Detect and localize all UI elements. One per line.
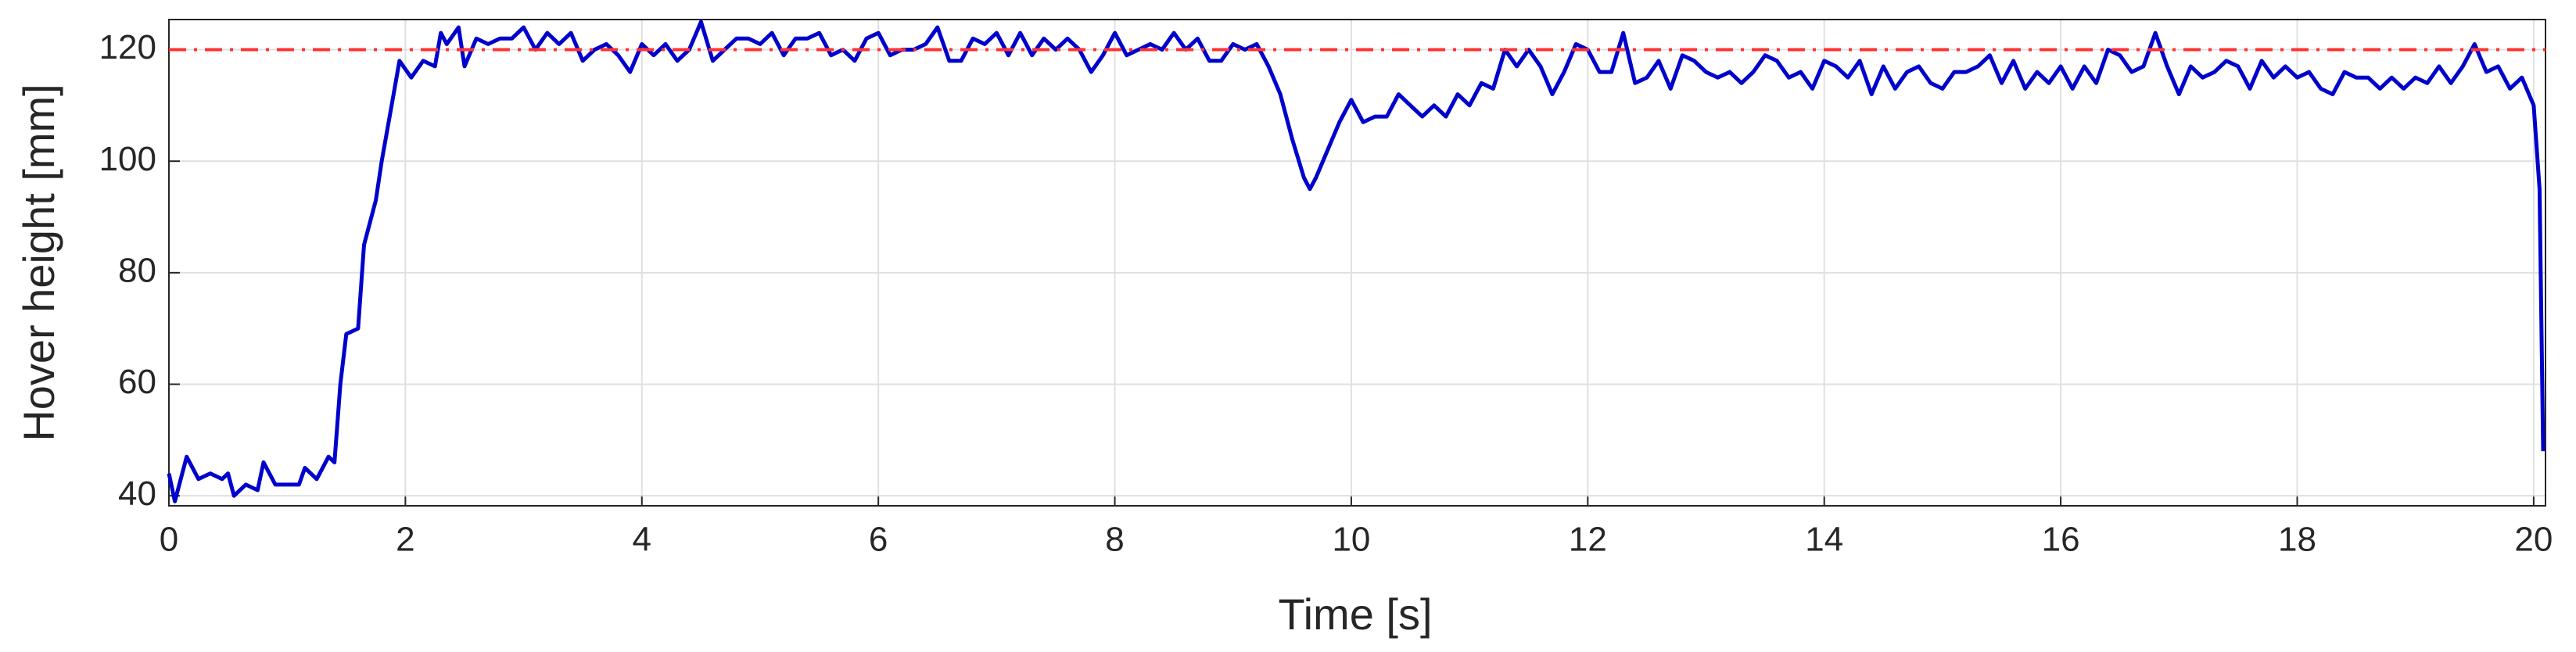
x-tick-label: 20	[2514, 521, 2553, 559]
x-tick-label: 10	[1332, 521, 1370, 559]
plot-frame	[168, 19, 2546, 507]
y-axis-label: Hover height [mm]	[14, 84, 63, 442]
y-tick-label: 60	[118, 363, 156, 401]
x-tick-label: 14	[1805, 521, 1843, 559]
x-tick-label: 8	[1105, 521, 1124, 559]
x-tick-label: 0	[160, 521, 178, 559]
x-tick-label: 4	[633, 521, 651, 559]
x-tick-label: 6	[869, 521, 888, 559]
y-tick-label: 40	[118, 475, 156, 513]
y-tick-label: 80	[118, 251, 156, 289]
x-tick-label: 12	[1569, 521, 1607, 559]
x-tick-label: 16	[2042, 521, 2080, 559]
y-tick-label: 100	[99, 140, 156, 178]
data-line	[167, 20, 2546, 503]
x-axis-label: Time [s]	[1278, 589, 1432, 639]
x-tick-label: 2	[396, 521, 414, 559]
y-tick-label: 120	[99, 28, 156, 66]
x-tick-label: 18	[2278, 521, 2316, 559]
